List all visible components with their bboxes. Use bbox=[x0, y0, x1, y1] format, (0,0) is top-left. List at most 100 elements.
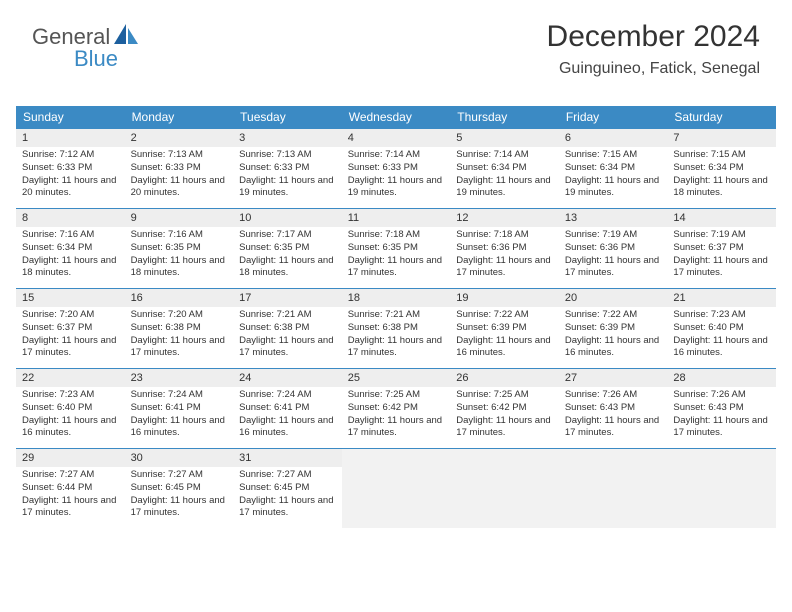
daylight-line: Daylight: 11 hours and 17 minutes. bbox=[565, 415, 662, 440]
day-data: Sunrise: 7:25 AMSunset: 6:42 PMDaylight:… bbox=[450, 387, 559, 446]
day-number: 20 bbox=[559, 289, 668, 307]
sunrise-line: Sunrise: 7:25 AM bbox=[456, 389, 553, 401]
sunrise-line: Sunrise: 7:27 AM bbox=[22, 469, 119, 481]
sunrise-line: Sunrise: 7:23 AM bbox=[673, 309, 770, 321]
daylight-line: Daylight: 11 hours and 16 minutes. bbox=[239, 415, 336, 440]
day-number: 30 bbox=[125, 449, 234, 467]
calendar-cell: 29Sunrise: 7:27 AMSunset: 6:44 PMDayligh… bbox=[16, 448, 125, 528]
calendar-day-header: Friday bbox=[559, 106, 668, 128]
day-data: Sunrise: 7:24 AMSunset: 6:41 PMDaylight:… bbox=[233, 387, 342, 446]
day-data: Sunrise: 7:27 AMSunset: 6:44 PMDaylight:… bbox=[16, 467, 125, 526]
calendar-cell: 10Sunrise: 7:17 AMSunset: 6:35 PMDayligh… bbox=[233, 208, 342, 288]
sunset-line: Sunset: 6:37 PM bbox=[673, 242, 770, 254]
sunrise-line: Sunrise: 7:18 AM bbox=[348, 229, 445, 241]
day-data: Sunrise: 7:20 AMSunset: 6:37 PMDaylight:… bbox=[16, 307, 125, 366]
calendar-day-header: Thursday bbox=[450, 106, 559, 128]
daylight-line: Daylight: 11 hours and 17 minutes. bbox=[673, 415, 770, 440]
calendar-cell: 19Sunrise: 7:22 AMSunset: 6:39 PMDayligh… bbox=[450, 288, 559, 368]
sunset-line: Sunset: 6:35 PM bbox=[131, 242, 228, 254]
daylight-line: Daylight: 11 hours and 16 minutes. bbox=[565, 335, 662, 360]
day-number: 15 bbox=[16, 289, 125, 307]
day-number: 14 bbox=[667, 209, 776, 227]
sunset-line: Sunset: 6:33 PM bbox=[348, 162, 445, 174]
calendar-cell: 6Sunrise: 7:15 AMSunset: 6:34 PMDaylight… bbox=[559, 128, 668, 208]
day-number: 28 bbox=[667, 369, 776, 387]
calendar-cell-empty bbox=[559, 448, 668, 528]
sunset-line: Sunset: 6:38 PM bbox=[131, 322, 228, 334]
daylight-line: Daylight: 11 hours and 16 minutes. bbox=[22, 415, 119, 440]
sunset-line: Sunset: 6:43 PM bbox=[565, 402, 662, 414]
day-number: 2 bbox=[125, 129, 234, 147]
sunrise-line: Sunrise: 7:16 AM bbox=[22, 229, 119, 241]
day-data: Sunrise: 7:26 AMSunset: 6:43 PMDaylight:… bbox=[667, 387, 776, 446]
sunrise-line: Sunrise: 7:24 AM bbox=[239, 389, 336, 401]
day-data: Sunrise: 7:21 AMSunset: 6:38 PMDaylight:… bbox=[342, 307, 451, 366]
day-data: Sunrise: 7:14 AMSunset: 6:33 PMDaylight:… bbox=[342, 147, 451, 206]
calendar-cell: 7Sunrise: 7:15 AMSunset: 6:34 PMDaylight… bbox=[667, 128, 776, 208]
day-number: 3 bbox=[233, 129, 342, 147]
day-data: Sunrise: 7:13 AMSunset: 6:33 PMDaylight:… bbox=[233, 147, 342, 206]
brand-text-blue: Blue bbox=[74, 46, 118, 72]
sunset-line: Sunset: 6:34 PM bbox=[565, 162, 662, 174]
sunrise-line: Sunrise: 7:14 AM bbox=[456, 149, 553, 161]
sunrise-line: Sunrise: 7:26 AM bbox=[673, 389, 770, 401]
day-number: 19 bbox=[450, 289, 559, 307]
daylight-line: Daylight: 11 hours and 19 minutes. bbox=[239, 175, 336, 200]
day-number: 6 bbox=[559, 129, 668, 147]
daylight-line: Daylight: 11 hours and 17 minutes. bbox=[22, 335, 119, 360]
brand-logo: General Blue bbox=[32, 22, 140, 51]
sunrise-line: Sunrise: 7:22 AM bbox=[456, 309, 553, 321]
calendar-cell: 26Sunrise: 7:25 AMSunset: 6:42 PMDayligh… bbox=[450, 368, 559, 448]
sunset-line: Sunset: 6:35 PM bbox=[239, 242, 336, 254]
day-data: Sunrise: 7:14 AMSunset: 6:34 PMDaylight:… bbox=[450, 147, 559, 206]
day-data: Sunrise: 7:12 AMSunset: 6:33 PMDaylight:… bbox=[16, 147, 125, 206]
day-data: Sunrise: 7:17 AMSunset: 6:35 PMDaylight:… bbox=[233, 227, 342, 286]
daylight-line: Daylight: 11 hours and 17 minutes. bbox=[456, 255, 553, 280]
sunset-line: Sunset: 6:42 PM bbox=[348, 402, 445, 414]
calendar-cell: 25Sunrise: 7:25 AMSunset: 6:42 PMDayligh… bbox=[342, 368, 451, 448]
daylight-line: Daylight: 11 hours and 17 minutes. bbox=[565, 255, 662, 280]
day-data: Sunrise: 7:16 AMSunset: 6:35 PMDaylight:… bbox=[125, 227, 234, 286]
daylight-line: Daylight: 11 hours and 20 minutes. bbox=[131, 175, 228, 200]
sunrise-line: Sunrise: 7:19 AM bbox=[565, 229, 662, 241]
sunrise-line: Sunrise: 7:17 AM bbox=[239, 229, 336, 241]
title-block: December 2024 Guinguineo, Fatick, Senega… bbox=[547, 20, 760, 78]
calendar-cell: 23Sunrise: 7:24 AMSunset: 6:41 PMDayligh… bbox=[125, 368, 234, 448]
day-data: Sunrise: 7:15 AMSunset: 6:34 PMDaylight:… bbox=[559, 147, 668, 206]
sunrise-line: Sunrise: 7:12 AM bbox=[22, 149, 119, 161]
calendar-cell: 17Sunrise: 7:21 AMSunset: 6:38 PMDayligh… bbox=[233, 288, 342, 368]
calendar-cell: 20Sunrise: 7:22 AMSunset: 6:39 PMDayligh… bbox=[559, 288, 668, 368]
day-data: Sunrise: 7:27 AMSunset: 6:45 PMDaylight:… bbox=[233, 467, 342, 526]
daylight-line: Daylight: 11 hours and 17 minutes. bbox=[239, 335, 336, 360]
sunset-line: Sunset: 6:33 PM bbox=[22, 162, 119, 174]
sunset-line: Sunset: 6:42 PM bbox=[456, 402, 553, 414]
daylight-line: Daylight: 11 hours and 16 minutes. bbox=[131, 415, 228, 440]
calendar-cell: 28Sunrise: 7:26 AMSunset: 6:43 PMDayligh… bbox=[667, 368, 776, 448]
calendar-cell: 31Sunrise: 7:27 AMSunset: 6:45 PMDayligh… bbox=[233, 448, 342, 528]
day-data: Sunrise: 7:19 AMSunset: 6:36 PMDaylight:… bbox=[559, 227, 668, 286]
sunrise-line: Sunrise: 7:20 AM bbox=[22, 309, 119, 321]
sunrise-line: Sunrise: 7:21 AM bbox=[239, 309, 336, 321]
sunrise-line: Sunrise: 7:27 AM bbox=[131, 469, 228, 481]
calendar-cell: 13Sunrise: 7:19 AMSunset: 6:36 PMDayligh… bbox=[559, 208, 668, 288]
day-number: 16 bbox=[125, 289, 234, 307]
daylight-line: Daylight: 11 hours and 18 minutes. bbox=[673, 175, 770, 200]
sunrise-line: Sunrise: 7:21 AM bbox=[348, 309, 445, 321]
daylight-line: Daylight: 11 hours and 17 minutes. bbox=[673, 255, 770, 280]
sunrise-line: Sunrise: 7:24 AM bbox=[131, 389, 228, 401]
sunrise-line: Sunrise: 7:22 AM bbox=[565, 309, 662, 321]
calendar-cell-empty bbox=[342, 448, 451, 528]
day-number: 4 bbox=[342, 129, 451, 147]
calendar-cell: 22Sunrise: 7:23 AMSunset: 6:40 PMDayligh… bbox=[16, 368, 125, 448]
location-subtitle: Guinguineo, Fatick, Senegal bbox=[547, 60, 760, 78]
sunset-line: Sunset: 6:35 PM bbox=[348, 242, 445, 254]
day-data: Sunrise: 7:19 AMSunset: 6:37 PMDaylight:… bbox=[667, 227, 776, 286]
sunrise-line: Sunrise: 7:18 AM bbox=[456, 229, 553, 241]
sunset-line: Sunset: 6:34 PM bbox=[456, 162, 553, 174]
sunset-line: Sunset: 6:33 PM bbox=[131, 162, 228, 174]
calendar-cell: 3Sunrise: 7:13 AMSunset: 6:33 PMDaylight… bbox=[233, 128, 342, 208]
daylight-line: Daylight: 11 hours and 17 minutes. bbox=[348, 255, 445, 280]
sunrise-line: Sunrise: 7:13 AM bbox=[239, 149, 336, 161]
day-number: 24 bbox=[233, 369, 342, 387]
day-number: 29 bbox=[16, 449, 125, 467]
